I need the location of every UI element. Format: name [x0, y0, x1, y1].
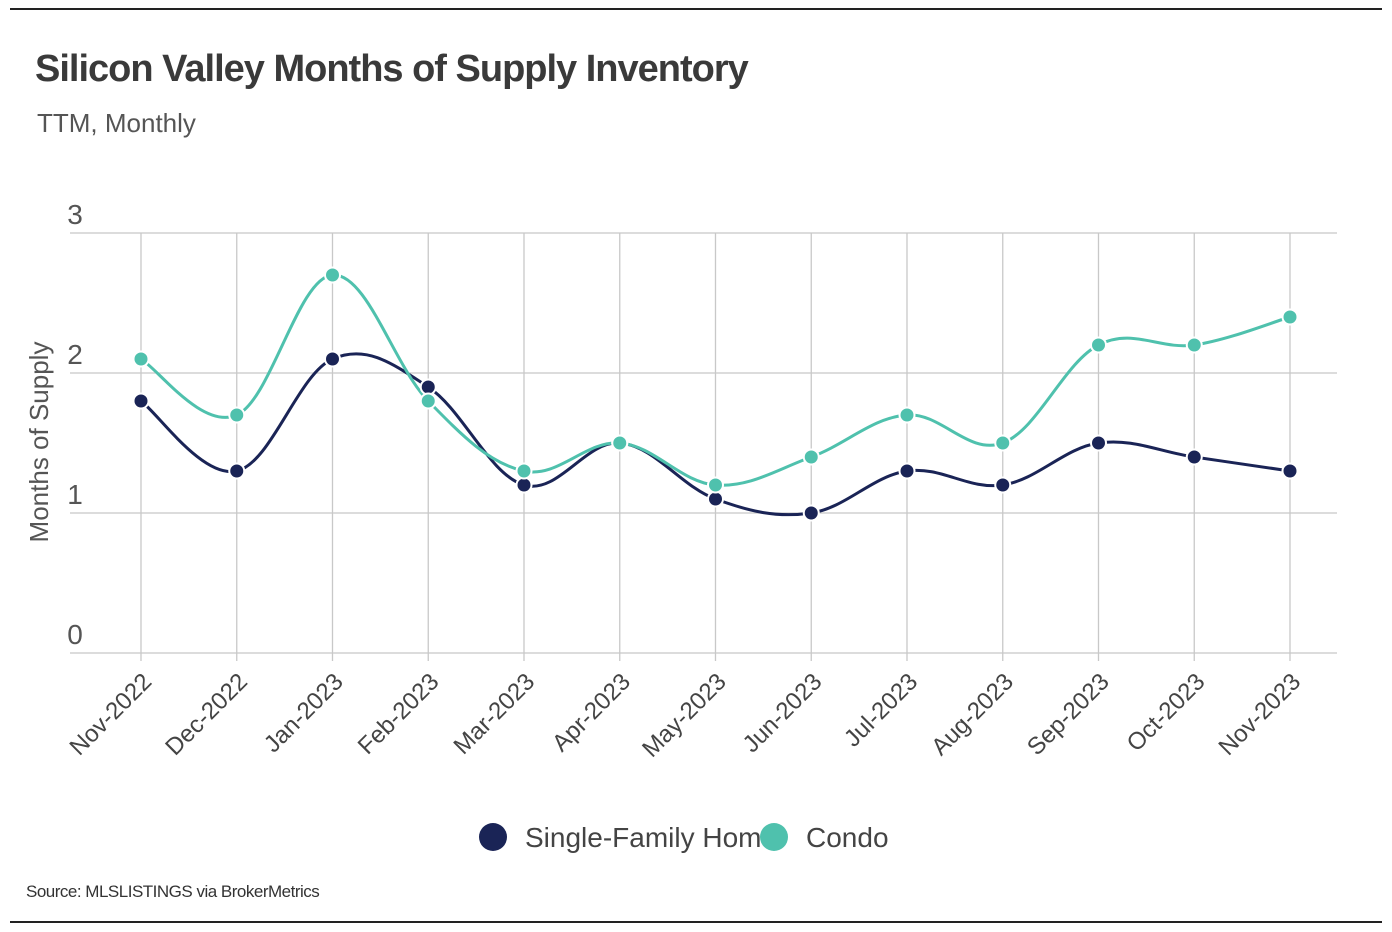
single-family-home-point [228, 462, 246, 480]
single-family-home-point [707, 490, 724, 508]
legend-marker [479, 823, 507, 851]
series-lines [140, 273, 1291, 517]
legend: Single-Family Home Condo [479, 822, 889, 853]
condo-point [1185, 336, 1203, 354]
condo-point [132, 350, 150, 368]
condo-point [1090, 336, 1107, 354]
bottom-rule [10, 921, 1382, 923]
condo-point [802, 448, 820, 466]
y-axis-label: Months of Supply [24, 342, 54, 543]
x-tick-label: Oct-2023 [1122, 668, 1211, 757]
y-tick-label: 1 [67, 479, 83, 510]
legend-marker [760, 823, 788, 851]
series-points [132, 266, 1299, 522]
x-ticks: Nov-2022 Dec-2022 Jan-2023 Feb-2023 Mar-2023… [65, 668, 1307, 763]
x-tick-label: Nov-2023 [1214, 668, 1307, 761]
legend-label: Single-Family Home [525, 822, 777, 853]
top-rule [10, 8, 1382, 10]
x-tick-label: Jan-2023 [259, 668, 349, 758]
chart-subtitle: TTM, Monthly [37, 108, 196, 138]
single-family-home-point [132, 392, 150, 410]
series-line-condo [140, 273, 1291, 487]
chart-title: Silicon Valley Months of Supply Inventor… [35, 48, 749, 90]
single-family-home-point [1090, 434, 1107, 452]
single-family-home-point [994, 476, 1012, 494]
y-tick-label: 3 [67, 199, 83, 230]
single-family-home-point [898, 462, 916, 480]
x-tick-label: Sep-2023 [1022, 668, 1115, 761]
condo-point [1281, 308, 1299, 326]
legend-label: Condo [806, 822, 889, 853]
y-tick-label: 2 [67, 339, 83, 370]
x-tick-label: Mar-2023 [449, 668, 541, 760]
single-family-home-point [1185, 448, 1203, 466]
condo-point [898, 406, 916, 424]
condo-point [419, 392, 437, 410]
condo-point [324, 266, 341, 284]
x-tick-label: Jun-2023 [738, 668, 828, 758]
x-tick-label: Apr-2023 [547, 668, 636, 757]
x-tick-label: Nov-2022 [65, 668, 158, 761]
condo-point [994, 434, 1012, 452]
single-family-home-point [419, 378, 437, 396]
series-line-single-family-home [140, 352, 1291, 517]
condo-point [611, 434, 629, 452]
single-family-home-point [324, 350, 341, 368]
y-tick-label: 0 [67, 619, 83, 650]
y-ticks: 0 1 2 3 [67, 199, 83, 650]
single-family-home-point [515, 476, 533, 494]
source-note: Source: MLSLISTINGS via BrokerMetrics [26, 882, 320, 901]
x-tick-label: Aug-2023 [926, 668, 1019, 761]
x-tick-label: Dec-2022 [160, 668, 253, 761]
condo-point [707, 476, 724, 494]
condo-point [228, 406, 246, 424]
x-tick-label: May-2023 [637, 668, 732, 763]
x-tick-label: Jul-2023 [839, 668, 923, 752]
single-family-home-point [802, 504, 820, 522]
condo-point [515, 462, 533, 480]
grid [70, 232, 1337, 661]
single-family-home-point [1281, 462, 1299, 480]
x-tick-label: Feb-2023 [353, 668, 445, 760]
